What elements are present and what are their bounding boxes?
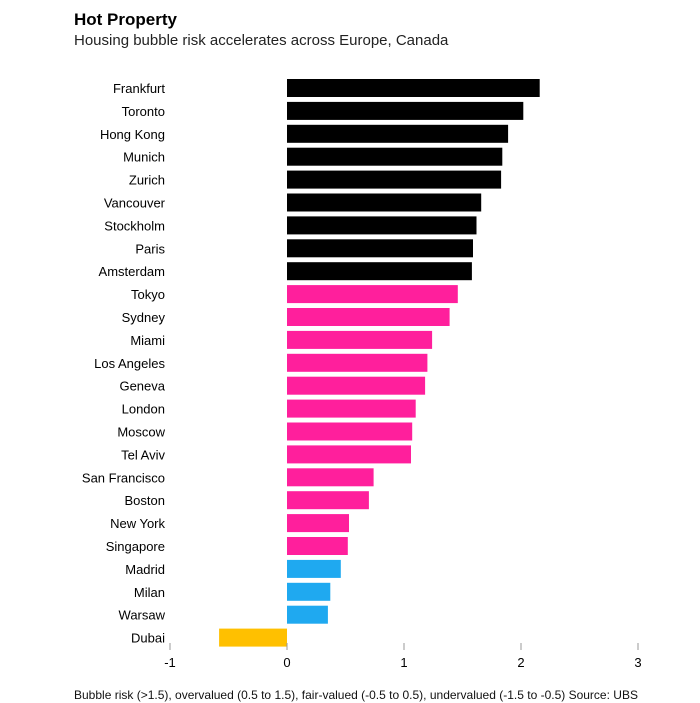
bar-dubai xyxy=(219,628,287,647)
category-label: Moscow xyxy=(117,425,165,440)
category-label: Madrid xyxy=(125,562,165,577)
bar-geneva xyxy=(287,376,426,395)
x-tick-label: 0 xyxy=(283,655,290,670)
category-label: Warsaw xyxy=(119,608,166,623)
category-label: Toronto xyxy=(122,104,165,119)
category-label: Boston xyxy=(125,493,165,508)
category-label: San Francisco xyxy=(82,470,165,485)
bar-warsaw xyxy=(287,605,328,624)
category-label: Dubai xyxy=(131,631,165,646)
category-label: Sydney xyxy=(122,310,166,325)
bar-stockholm xyxy=(287,216,477,235)
bar-new-york xyxy=(287,514,349,533)
category-label: Tel Aviv xyxy=(121,447,165,462)
bar-frankfurt xyxy=(287,79,540,97)
bar-san-francisco xyxy=(287,468,374,487)
category-label: London xyxy=(122,402,165,417)
category-label: Los Angeles xyxy=(94,356,165,371)
category-label: New York xyxy=(110,516,165,531)
bar-zurich xyxy=(287,170,502,189)
category-label: Frankfurt xyxy=(113,81,165,96)
category-label: Tokyo xyxy=(131,287,165,302)
category-label: Singapore xyxy=(106,539,165,554)
bar-tel-aviv xyxy=(287,445,411,464)
bar-hong-kong xyxy=(287,124,509,143)
category-label: Munich xyxy=(123,150,165,165)
bar-chart: Frankfurt Toronto Hong Kong Munich Zurich Van… xyxy=(82,79,642,670)
category-label: Stockholm xyxy=(104,218,165,233)
bar-moscow xyxy=(287,422,413,441)
bar-paris xyxy=(287,239,473,258)
bar-singapore xyxy=(287,537,348,555)
x-tick-label: 3 xyxy=(634,655,641,670)
bar-toronto xyxy=(287,101,524,120)
category-label: Paris xyxy=(135,241,165,256)
chart-subtitle: Housing bubble risk accelerates across E… xyxy=(74,32,449,49)
x-tick-label: 1 xyxy=(400,655,407,670)
category-label: Hong Kong xyxy=(100,127,165,142)
bar-madrid xyxy=(287,559,341,578)
bar-boston xyxy=(287,491,369,510)
bar-vancouver xyxy=(287,193,482,212)
bar-milan xyxy=(287,582,331,601)
category-label: Geneva xyxy=(119,379,165,394)
bar-amsterdam xyxy=(287,262,472,281)
bar-munich xyxy=(287,147,503,166)
category-label: Miami xyxy=(130,333,165,348)
category-label: Zurich xyxy=(129,173,165,188)
chart-title: Hot Property xyxy=(74,10,177,29)
chart-footnote: Bubble risk (>1.5), overvalued (0.5 to 1… xyxy=(74,688,638,702)
bar-los-angeles xyxy=(287,353,428,372)
bar-london xyxy=(287,399,416,418)
x-tick-label: 2 xyxy=(517,655,524,670)
x-tick-label: -1 xyxy=(164,655,176,670)
bar-miami xyxy=(287,330,433,349)
category-label: Amsterdam xyxy=(99,264,165,279)
bar-sydney xyxy=(287,308,450,326)
category-label: Milan xyxy=(134,585,165,600)
category-label: Vancouver xyxy=(104,196,166,211)
bar-tokyo xyxy=(287,285,458,304)
